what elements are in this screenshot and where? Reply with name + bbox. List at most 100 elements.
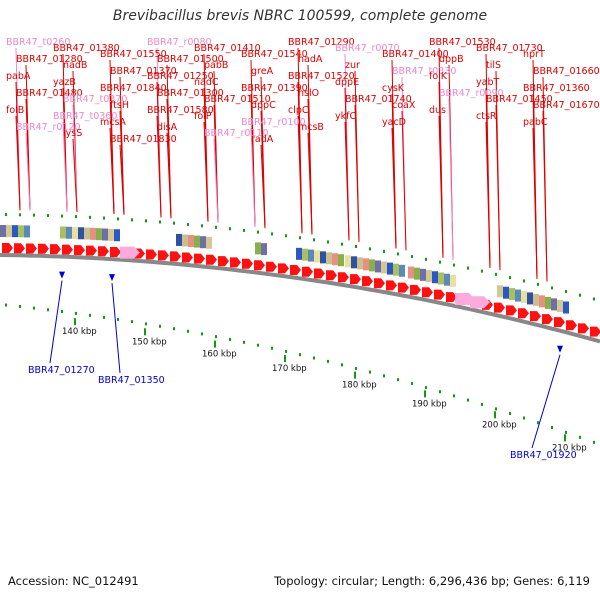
leader-line [109, 127, 115, 215]
leader-line [307, 132, 313, 235]
tick-dot [89, 215, 91, 219]
gene-label: folP [194, 111, 212, 122]
gene-arrow [362, 276, 373, 287]
leader-line [111, 283, 121, 374]
leader-line [391, 127, 397, 249]
tick-dot [215, 225, 217, 229]
highlight-gene-label: BBR47_01270 [28, 365, 95, 376]
tick-dot [453, 263, 455, 267]
accession-text: Accession: NC_012491 [8, 574, 139, 588]
feature-block [408, 266, 414, 279]
feature-block [194, 235, 200, 248]
tick-dot [187, 329, 189, 333]
feature-block [60, 226, 66, 239]
gene-arrow [434, 289, 445, 300]
tick-dots [5, 213, 595, 444]
feature-block [18, 225, 24, 238]
gene-arrow [218, 256, 229, 267]
gene-label: dppE [335, 77, 359, 88]
gene-arrow [410, 284, 421, 295]
leader-line [495, 104, 501, 271]
tick-dot [383, 249, 385, 253]
gene-arrow [302, 266, 313, 277]
gene-arrow [590, 326, 600, 337]
gene-label: BBR47_r0080 [147, 37, 212, 48]
leader-line [542, 110, 548, 282]
gene-label: yazB [53, 77, 76, 88]
gene-arrow [446, 292, 457, 303]
tick-dot [523, 416, 525, 420]
feature-block [420, 268, 426, 281]
gene-label: BBR47_01370 [110, 66, 177, 77]
gene-arrow [38, 243, 49, 254]
gene-label: hslO [298, 88, 319, 99]
tick-dot [537, 282, 539, 286]
gene-arrow [338, 272, 349, 283]
feature-block [521, 290, 527, 303]
gene-label: BBR47_r0090 [439, 88, 504, 99]
gene-arrow [578, 323, 589, 334]
tick-dot [453, 394, 455, 398]
feature-block [182, 234, 188, 247]
feature-block [399, 264, 405, 277]
rna-arrow [120, 246, 140, 259]
tick-dot [439, 390, 441, 394]
tick-dot [439, 260, 441, 264]
feature-block [533, 293, 539, 306]
tick-dot [19, 305, 21, 309]
tick-dot [131, 320, 133, 324]
scale-tick-mark [354, 371, 356, 379]
gene-label: BBR47_01580 [147, 105, 214, 116]
gene-label: zur [345, 60, 360, 71]
leader-line [401, 110, 407, 251]
tick-dot [509, 276, 511, 280]
scale-tick-label: 140 kbp [62, 327, 97, 337]
tick-dot [201, 332, 203, 336]
feature-block [314, 250, 320, 263]
feature-block [24, 225, 30, 238]
tick-dot [327, 359, 329, 363]
feature-block [345, 255, 351, 268]
genome-summary-text: Topology: circular; Length: 6,296,436 bp… [274, 574, 590, 588]
tick-dot [173, 221, 175, 225]
gene-label: cysK [382, 83, 405, 94]
gene-label: BBR47_t0360 [53, 111, 117, 122]
leader-line [448, 98, 454, 260]
tick-dot [467, 266, 469, 270]
tick-dot [201, 224, 203, 228]
tick-dot [75, 311, 77, 315]
gene-label: BBR47_01540 [241, 49, 308, 60]
tick-dot [243, 340, 245, 344]
gene-label: BBR47_01280 [16, 54, 83, 65]
gene-label: BBR47_01390 [241, 83, 308, 94]
gene-arrow [506, 305, 517, 316]
tick-dot [187, 222, 189, 226]
gene-label: clpC [288, 105, 309, 116]
gene-arrow [182, 252, 193, 263]
feature-block [72, 227, 78, 240]
tick-dot [397, 252, 399, 256]
gene-label: pabB [204, 60, 228, 71]
gene-arrow [206, 254, 217, 265]
feature-block [338, 254, 344, 267]
scale-tick-mark [144, 328, 146, 336]
tick-dot [579, 293, 581, 297]
gene-arrow [98, 246, 109, 257]
gene-label: BBR47_01360 [523, 83, 590, 94]
tick-dot [299, 236, 301, 240]
tick-dot [61, 310, 63, 314]
tick-dot [509, 411, 511, 415]
tick-dot [579, 435, 581, 439]
gene-label: folB [6, 105, 24, 116]
gene-arrow [350, 274, 361, 285]
tick-dot [47, 214, 49, 218]
tick-dot [299, 353, 301, 357]
gene-label: dus [429, 105, 446, 116]
leader-line [119, 144, 125, 215]
gene-label: BBR47_01840 [100, 83, 167, 94]
feature-track [0, 225, 600, 353]
tick-dot [117, 317, 119, 321]
feature-block [393, 263, 399, 276]
gene-arrow [326, 270, 337, 281]
